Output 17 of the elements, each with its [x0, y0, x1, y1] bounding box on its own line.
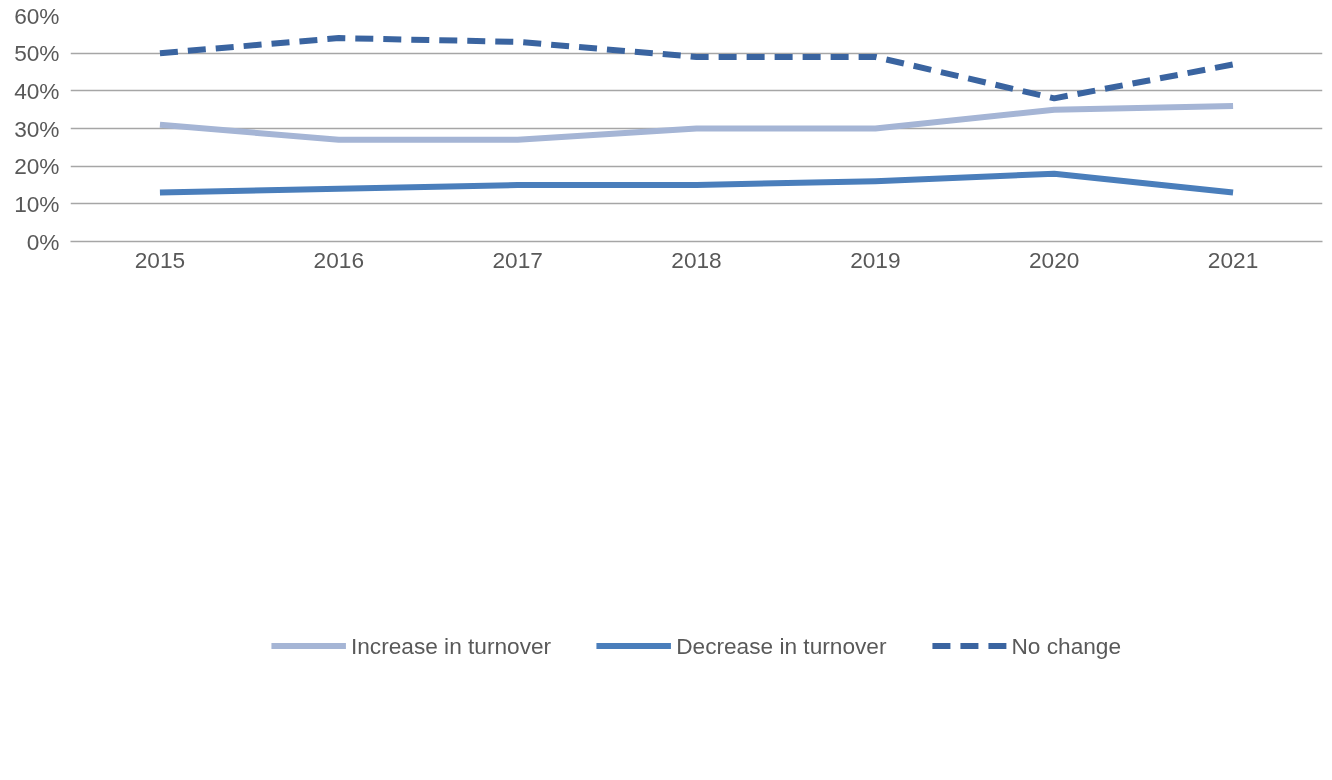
- x-tick-label: 2018: [671, 246, 722, 273]
- legend-label: No change: [1011, 632, 1122, 660]
- y-tick-label: 50%: [14, 40, 60, 67]
- x-tick-label: 2015: [134, 246, 186, 273]
- legend-label: Increase in turnover: [350, 632, 552, 660]
- legend-label: Decrease in turnover: [676, 632, 887, 660]
- x-tick-label: 2021: [1207, 246, 1259, 273]
- x-tick-label: 2020: [1029, 246, 1080, 273]
- y-tick-label: 30%: [14, 115, 60, 142]
- y-tick-label: 10%: [14, 190, 60, 217]
- x-tick-label: 2017: [492, 246, 543, 273]
- x-tick-label: 2016: [313, 246, 364, 273]
- y-tick-label: 0%: [26, 228, 60, 255]
- y-tick-label: 20%: [14, 153, 60, 180]
- x-tick-label: 2019: [850, 246, 901, 273]
- y-tick-label: 60%: [14, 2, 60, 29]
- y-tick-label: 40%: [14, 77, 60, 104]
